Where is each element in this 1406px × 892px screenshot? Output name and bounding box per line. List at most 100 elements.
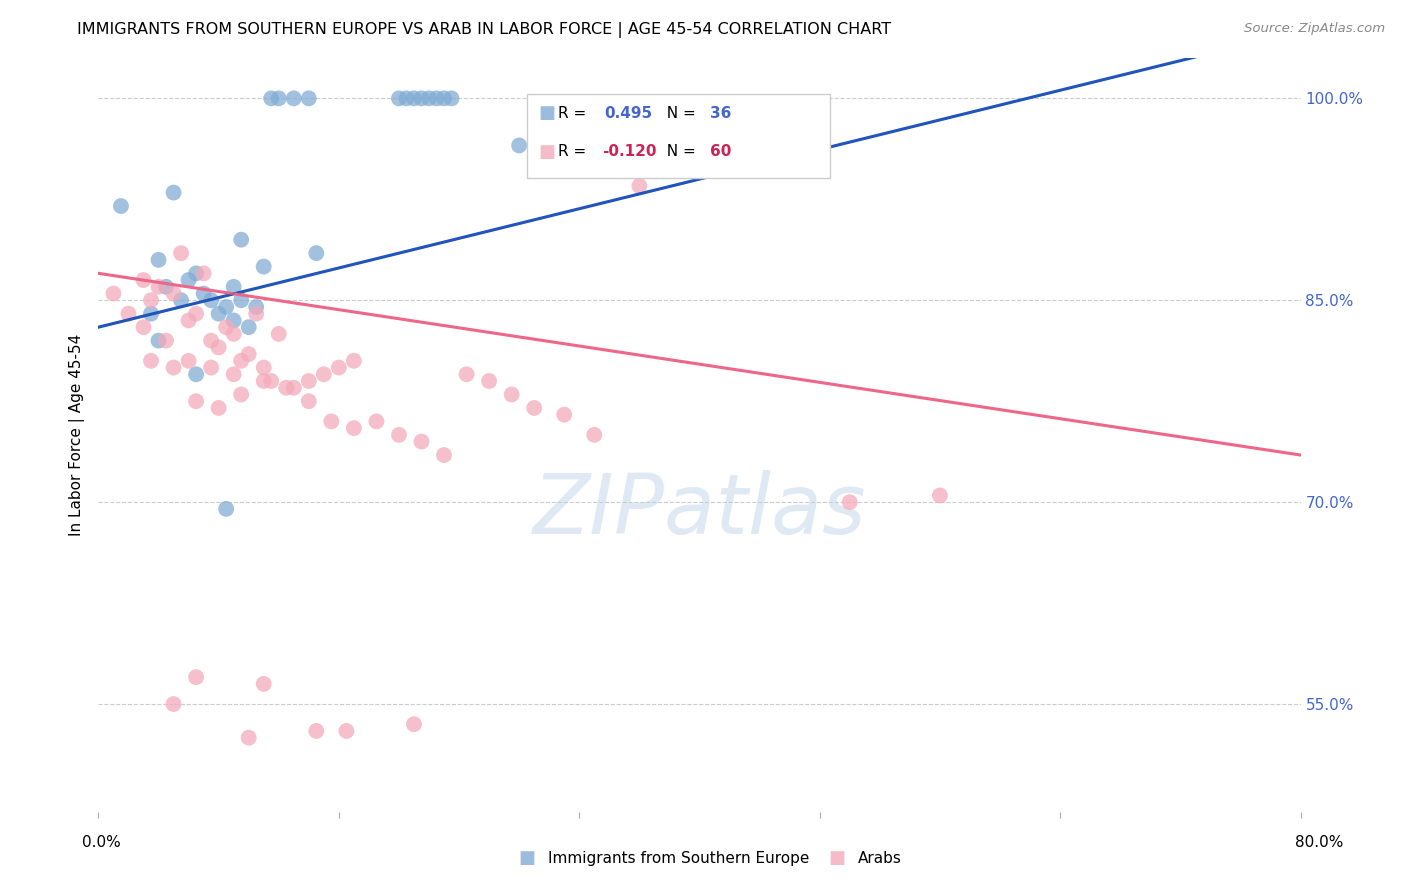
Text: ■: ■ xyxy=(828,849,845,867)
Point xyxy=(117,307,139,321)
Point xyxy=(177,273,200,287)
Point xyxy=(170,246,193,260)
Point xyxy=(305,723,328,738)
Point xyxy=(148,252,170,267)
Point xyxy=(103,286,125,301)
Text: Arabs: Arabs xyxy=(858,851,901,865)
Text: ■: ■ xyxy=(538,143,555,161)
Point xyxy=(253,677,276,691)
Point xyxy=(305,246,328,260)
Text: 36: 36 xyxy=(710,106,731,120)
Point xyxy=(411,91,433,105)
Point xyxy=(162,286,184,301)
Point xyxy=(132,273,155,287)
Point xyxy=(170,293,193,308)
Point xyxy=(478,374,501,388)
Point xyxy=(215,300,238,314)
Text: Immigrants from Southern Europe: Immigrants from Southern Europe xyxy=(548,851,810,865)
Point xyxy=(177,313,200,327)
Point xyxy=(628,178,651,193)
Point xyxy=(456,368,478,382)
Point xyxy=(388,427,411,442)
Point xyxy=(267,326,290,341)
Point xyxy=(312,368,335,382)
Point xyxy=(184,266,207,280)
Text: ■: ■ xyxy=(519,849,536,867)
Point xyxy=(402,91,425,105)
Point xyxy=(231,387,253,401)
Text: R =: R = xyxy=(558,145,592,159)
Text: 0.495: 0.495 xyxy=(605,106,652,120)
Point xyxy=(184,394,207,409)
Point xyxy=(193,266,215,280)
Point xyxy=(328,360,350,375)
Point xyxy=(148,334,170,348)
Point xyxy=(388,91,411,105)
Point xyxy=(155,280,177,294)
Point xyxy=(838,495,860,509)
Point xyxy=(215,501,238,516)
Point xyxy=(208,401,231,415)
Point xyxy=(139,307,162,321)
Point xyxy=(253,374,276,388)
Point xyxy=(193,286,215,301)
Point xyxy=(298,91,321,105)
Point xyxy=(222,326,245,341)
Point xyxy=(238,731,260,745)
Point xyxy=(583,427,606,442)
Text: ■: ■ xyxy=(538,104,555,122)
Point xyxy=(411,434,433,449)
Point xyxy=(208,307,231,321)
Point xyxy=(501,387,523,401)
Point xyxy=(260,91,283,105)
Point xyxy=(508,138,530,153)
Point xyxy=(425,91,447,105)
Point xyxy=(553,408,575,422)
Point xyxy=(231,293,253,308)
Point xyxy=(253,260,276,274)
Point xyxy=(321,414,343,428)
Point xyxy=(222,313,245,327)
Point xyxy=(162,360,184,375)
Text: -0.120: -0.120 xyxy=(602,145,657,159)
Point xyxy=(260,374,283,388)
Point xyxy=(433,448,456,462)
Point xyxy=(245,300,267,314)
Point xyxy=(366,414,388,428)
Point xyxy=(253,360,276,375)
Point xyxy=(148,280,170,294)
Point xyxy=(222,368,245,382)
Point xyxy=(231,233,253,247)
Point xyxy=(298,374,321,388)
Point xyxy=(200,293,222,308)
Point xyxy=(283,381,305,395)
Y-axis label: In Labor Force | Age 45-54: In Labor Force | Age 45-54 xyxy=(69,334,84,536)
Point xyxy=(200,334,222,348)
Point xyxy=(343,421,366,435)
Point xyxy=(523,401,546,415)
Point xyxy=(155,334,177,348)
Point xyxy=(231,354,253,368)
Point xyxy=(162,186,184,200)
Point xyxy=(238,347,260,361)
Point xyxy=(208,340,231,354)
Point xyxy=(222,280,245,294)
Point xyxy=(110,199,132,213)
Point xyxy=(267,91,290,105)
Point xyxy=(298,394,321,409)
Point xyxy=(245,307,267,321)
Point xyxy=(395,91,418,105)
Point xyxy=(184,368,207,382)
Point xyxy=(283,91,305,105)
Text: ZIPatlas: ZIPatlas xyxy=(533,470,866,550)
Text: N =: N = xyxy=(657,145,700,159)
Text: 80.0%: 80.0% xyxy=(1295,836,1343,850)
Point xyxy=(929,488,952,502)
Text: 0.0%: 0.0% xyxy=(82,836,121,850)
Point xyxy=(177,354,200,368)
Text: R =: R = xyxy=(558,106,592,120)
Point xyxy=(184,670,207,684)
Point xyxy=(215,320,238,334)
Point xyxy=(139,354,162,368)
Point xyxy=(402,717,425,731)
